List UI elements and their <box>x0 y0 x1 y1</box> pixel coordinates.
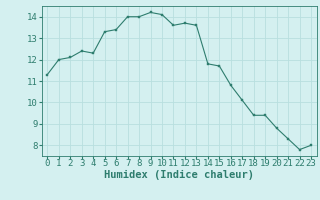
X-axis label: Humidex (Indice chaleur): Humidex (Indice chaleur) <box>104 170 254 180</box>
